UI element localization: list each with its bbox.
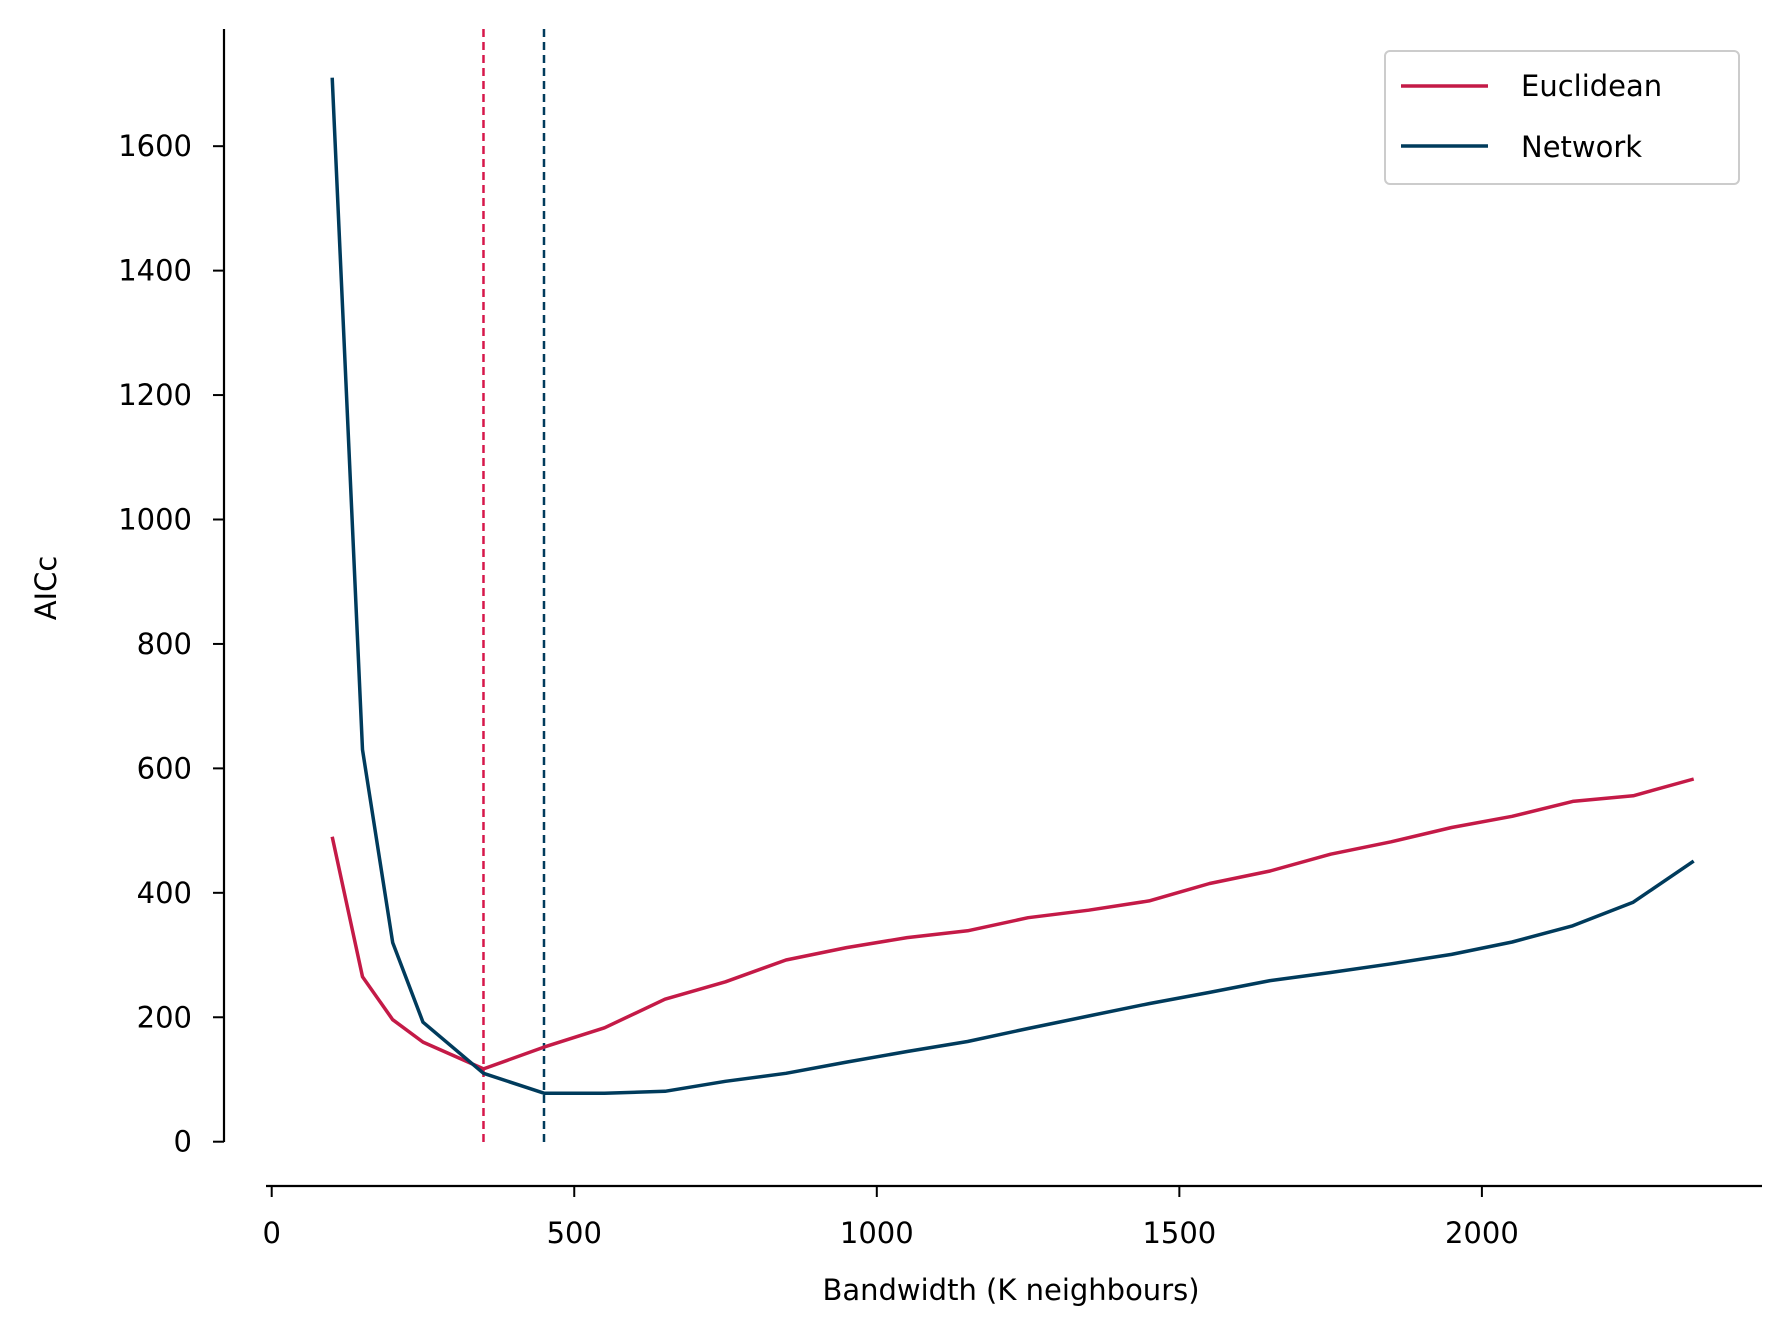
series-line-euclidean (332, 779, 1694, 1069)
y-tick-label: 1200 (118, 378, 192, 412)
x-tick-label: 0 (262, 1216, 280, 1250)
legend-euclidean-label: Euclidean (1521, 69, 1662, 103)
y-ticks: 0 200 400 600 800 1000 1200 1400 1600 (118, 129, 224, 1159)
y-axis-label: AICc (29, 556, 63, 621)
series-line-network (332, 78, 1694, 1093)
legend: Euclidean Network (1385, 51, 1739, 184)
x-tick-label: 2000 (1445, 1216, 1519, 1250)
x-tick-label: 1000 (840, 1216, 914, 1250)
x-tick-label: 1500 (1142, 1216, 1216, 1250)
y-tick-label: 200 (137, 1000, 192, 1034)
x-axis-label: Bandwidth (K neighbours) (822, 1273, 1199, 1307)
x-ticks: 0 500 1000 1500 2000 (262, 1186, 1518, 1250)
y-tick-label: 600 (137, 751, 192, 785)
y-tick-label: 1400 (118, 254, 192, 288)
y-tick-label: 0 (174, 1125, 192, 1159)
y-tick-label: 800 (137, 627, 192, 661)
series-lines (332, 78, 1694, 1093)
x-tick-label: 500 (547, 1216, 602, 1250)
y-tick-label: 1000 (118, 503, 192, 537)
legend-network-label: Network (1521, 130, 1642, 164)
y-tick-label: 1600 (118, 129, 192, 163)
y-tick-label: 400 (137, 876, 192, 910)
optimal-bandwidth-lines (483, 29, 544, 1142)
